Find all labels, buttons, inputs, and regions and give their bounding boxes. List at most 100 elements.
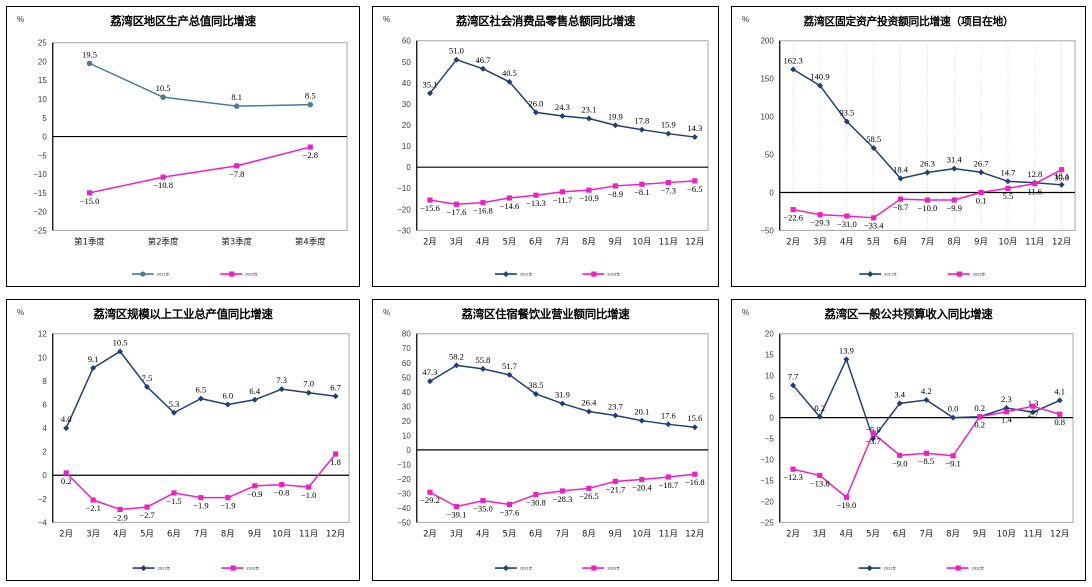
x-axis-tick-label: 4月: [839, 528, 853, 538]
x-axis-tick-label: 4月: [476, 236, 490, 246]
data-point-marker: [586, 187, 592, 193]
data-label: 5.5: [1003, 191, 1014, 201]
plot-area: 60 50 40 30 20 10 0 −10 −20 −30 2月 3月 4月 5月 6月 7月 8月 9月 10…: [373, 7, 718, 286]
x-axis-tick-label: 2月: [59, 528, 73, 538]
y-axis-tick-label: 0: [769, 188, 774, 197]
data-point-marker: [1057, 411, 1063, 417]
data-label: 26.7: [974, 158, 990, 168]
data-point-marker: [506, 195, 513, 201]
data-label: 0.2: [974, 403, 985, 413]
data-point-marker: [896, 400, 903, 407]
legend-marker-current: [140, 565, 147, 572]
data-label: 12.8: [1027, 169, 1042, 179]
data-point-marker: [197, 395, 204, 402]
data-label: 26.0: [528, 98, 543, 108]
data-point-marker: [844, 213, 850, 219]
series-line-current: [429, 58, 695, 138]
data-label: 6.7: [330, 382, 341, 392]
data-label: 15.9: [661, 120, 676, 130]
x-axis-tick-label: 第3季度: [221, 236, 252, 246]
data-label: −2.9: [112, 512, 127, 522]
y-axis-tick-label: 8: [42, 377, 47, 386]
y-axis-tick-label: −20: [397, 205, 411, 214]
legend-marker-previous: [230, 565, 236, 571]
legend-marker-previous: [955, 565, 961, 571]
data-label: 2.3: [1001, 394, 1012, 404]
data-point-marker: [951, 197, 957, 203]
data-label: 51.0: [449, 46, 464, 56]
legend-marker-current: [866, 565, 873, 572]
data-label: 8.1: [231, 92, 242, 102]
y-axis-tick-label: 4: [42, 424, 47, 433]
data-label: 0.2: [61, 476, 72, 486]
y-axis-tick-label: −5: [765, 435, 775, 444]
data-point-marker: [691, 424, 698, 431]
data-label: 40.5: [502, 68, 517, 78]
legend-label-current: 2021年: [520, 272, 533, 277]
data-label: 31.9: [555, 390, 570, 400]
x-axis-tick-label: 2月: [423, 236, 437, 246]
legend-marker-current: [140, 271, 146, 277]
data-point-marker: [307, 101, 314, 108]
data-label: −20.4: [632, 482, 652, 492]
data-label: −5.0: [865, 425, 880, 435]
data-point-marker: [63, 470, 69, 476]
data-point-marker: [117, 506, 123, 513]
y-axis-tick-label: 60: [402, 359, 411, 368]
y-axis-tick-label: 20: [38, 57, 47, 66]
data-point-marker: [897, 175, 904, 182]
legend-marker-previous: [956, 271, 963, 277]
data-point-marker: [691, 134, 698, 141]
x-axis-tick-label: 7月: [920, 236, 934, 246]
data-label: 6.0: [222, 391, 233, 401]
data-point-marker: [1005, 185, 1011, 191]
data-point-marker: [924, 197, 930, 203]
chart-panel: % 荔湾区一般公共预算收入同比增速 20 15 10 5 0 −5 −10 −15 −20 −25…: [731, 299, 1086, 581]
x-axis-tick-label: 5月: [866, 528, 880, 538]
x-axis-tick-label: 3月: [86, 528, 100, 538]
x-axis-tick-label: 5月: [867, 236, 881, 246]
data-label: 93.5: [839, 108, 854, 118]
y-axis-tick-label: 10: [402, 431, 411, 440]
data-point-marker: [479, 65, 486, 72]
legend-marker-current: [502, 565, 509, 572]
data-label: −7.8: [229, 169, 244, 179]
data-label: −0.8: [274, 488, 289, 498]
data-point-marker: [790, 466, 796, 472]
data-point-marker: [692, 471, 698, 477]
data-point-marker: [586, 485, 592, 491]
data-point-marker: [924, 169, 931, 176]
data-label: 46.7: [475, 55, 491, 65]
x-axis-tick-label: 11月: [1023, 528, 1042, 538]
x-axis-tick-label: 6月: [894, 236, 908, 246]
data-label: −1.5: [166, 496, 181, 506]
data-label: 31.4: [947, 155, 963, 165]
data-label: −9.9: [946, 203, 961, 213]
series-line-current: [89, 62, 311, 107]
data-label: −9.1: [945, 459, 960, 469]
data-point-marker: [506, 501, 513, 507]
data-label: −11.7: [553, 195, 573, 205]
chart-cell-gdp: % 荔湾区地区生产总值同比增速 25 20 15 10 5 0 −5 −10 −15 −20 −25…: [0, 0, 366, 293]
data-point-marker: [427, 489, 433, 495]
x-axis-tick-label: 6月: [893, 528, 907, 538]
plot-area: 200 150 100 50 0 −50 2月 3月 4月 5月 6月 7月 8月 9月 10月 11月 12月…: [732, 7, 1085, 286]
chart-cell-industry: % 荔湾区规模以上工业总产值同比增速 12 10 8 6 4 2 0 −2 −4 2月 3月 4月 5月…: [0, 293, 366, 587]
data-label: 7.7: [788, 371, 799, 381]
y-axis-tick-label: −15: [33, 189, 47, 198]
chart-svg-industry: 12 10 8 6 4 2 0 −2 −4 2月 3月 4月 5月 6月 7月 8月 9月 10月 11月 12月 4.…: [38, 330, 350, 572]
data-label: −13.3: [526, 198, 546, 208]
data-label: −8.7: [893, 202, 909, 212]
plot-area: 20 15 10 5 0 −5 −10 −15 −20 −25 2月 3月 4月 5月 6月 7月 8月 9月 10…: [732, 300, 1085, 580]
y-axis-tick-label: −15: [760, 476, 774, 485]
data-point-marker: [86, 190, 93, 196]
data-label: 140.9: [810, 72, 829, 82]
x-axis-tick-label: 12月: [685, 236, 704, 246]
data-label: −18.7: [658, 480, 678, 490]
data-point-marker: [86, 60, 93, 67]
data-point-marker: [923, 397, 930, 403]
data-point-marker: [585, 408, 592, 415]
y-axis-tick-label: 20: [402, 417, 411, 426]
y-axis-tick-label: 50: [402, 373, 411, 382]
x-axis-tick-label: 3月: [450, 236, 464, 246]
